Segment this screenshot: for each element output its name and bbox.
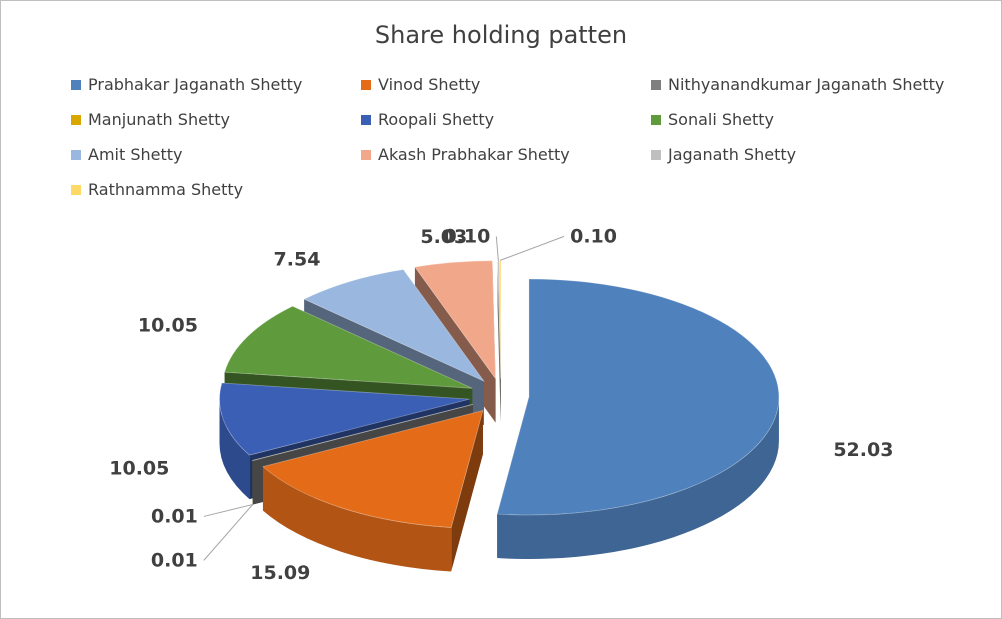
legend-label: Sonali Shetty: [668, 110, 775, 129]
legend-item-jaganath-shetty: Jaganath Shetty: [651, 145, 796, 164]
legend-item-akash-prabhakar-shetty: Akash Prabhakar Shetty: [361, 145, 570, 164]
legend-swatch: [71, 114, 81, 125]
legend-label: Akash Prabhakar Shetty: [378, 145, 570, 164]
data-label-prabhakar-jaganath-shetty: 52.03: [833, 439, 893, 461]
legend-label: Roopali Shetty: [378, 110, 495, 129]
legend-label: Rathnamma Shetty: [88, 180, 244, 199]
legend-label: Prabhakar Jaganath Shetty: [88, 75, 303, 94]
leader-line: [499, 235, 565, 261]
legend: Prabhakar Jaganath Shetty Vinod Shetty Nit…: [71, 75, 971, 205]
legend-item-prabhakar-jaganath-shetty: Prabhakar Jaganath Shetty: [71, 75, 302, 94]
legend-label: Manjunath Shetty: [88, 110, 230, 129]
legend-swatch: [651, 114, 661, 125]
slice-akash-prabhakar-shetty: [414, 260, 497, 380]
legend-item-manjunath-shetty: Manjunath Shetty: [71, 110, 230, 129]
legend-label: Vinod Shetty: [378, 75, 481, 94]
leader-line: [203, 503, 253, 517]
data-label-roopali-shetty: 10.05: [109, 458, 169, 480]
slice-side-prabhakar-jaganath-shetty: [497, 396, 779, 559]
data-label-sonali-shetty: 10.05: [138, 314, 198, 336]
data-label-jaganath-shetty: 0.10: [443, 225, 490, 247]
slice-manjunath-shetty: [251, 403, 473, 461]
legend-label: Amit Shetty: [88, 145, 183, 164]
slice-side-roopali-shetty: [219, 399, 250, 500]
legend-label: Jaganath Shetty: [668, 145, 797, 164]
legend-swatch: [71, 184, 81, 195]
leader-line: [495, 236, 499, 261]
legend-label: Nithyanandkumar Jaganath Shetty: [668, 75, 945, 94]
legend-swatch: [71, 79, 81, 90]
data-label-amit-shetty: 7.54: [274, 249, 321, 271]
legend-swatch: [361, 114, 371, 125]
legend-item-vinod-shetty: Vinod Shetty: [361, 75, 480, 94]
leader-line: [203, 504, 254, 561]
slice-roopali-shetty: [219, 382, 470, 456]
legend-item-rathnamma-shetty: Rathnamma Shetty: [71, 180, 243, 199]
slice-vinod-shetty: [262, 409, 484, 528]
legend-item-roopali-shetty: Roopali Shetty: [361, 110, 494, 129]
chart-title: Share holding patten: [374, 21, 628, 49]
pie-slices: [219, 259, 780, 572]
data-label-nithyanandkumar-jaganath-shetty: 0.01: [151, 505, 198, 527]
legend-item-sonali-shetty: Sonali Shetty: [651, 110, 774, 129]
legend-swatch: [651, 149, 661, 160]
slice-nithyanandkumar-jaganath-shetty: [252, 403, 473, 461]
legend-swatch: [71, 149, 81, 160]
slice-sonali-shetty: [224, 305, 473, 389]
data-label-rathnamma-shetty: 0.10: [570, 225, 617, 247]
legend-swatch: [651, 79, 661, 90]
legend-item-nithyanandkumar-jaganath-shetty: Nithyanandkumar Jaganath Shetty: [651, 75, 944, 94]
legend-item-amit-shetty: Amit Shetty: [71, 145, 183, 164]
data-label-akash-prabhakar-shetty: 5.03: [420, 226, 467, 248]
slice-wall-jaganath-shetty: [497, 260, 501, 423]
slice-side-vinod-shetty: [262, 466, 452, 572]
legend-swatch: [361, 149, 371, 160]
data-label-manjunath-shetty: 0.01: [151, 549, 198, 571]
data-label-vinod-shetty: 15.09: [250, 562, 310, 584]
data-labels: 52.0315.090.010.0110.0510.057.545.030.10…: [109, 225, 893, 584]
slice-prabhakar-jaganath-shetty: [496, 278, 780, 516]
slice-amit-shetty: [303, 269, 486, 383]
legend-swatch: [361, 79, 371, 90]
